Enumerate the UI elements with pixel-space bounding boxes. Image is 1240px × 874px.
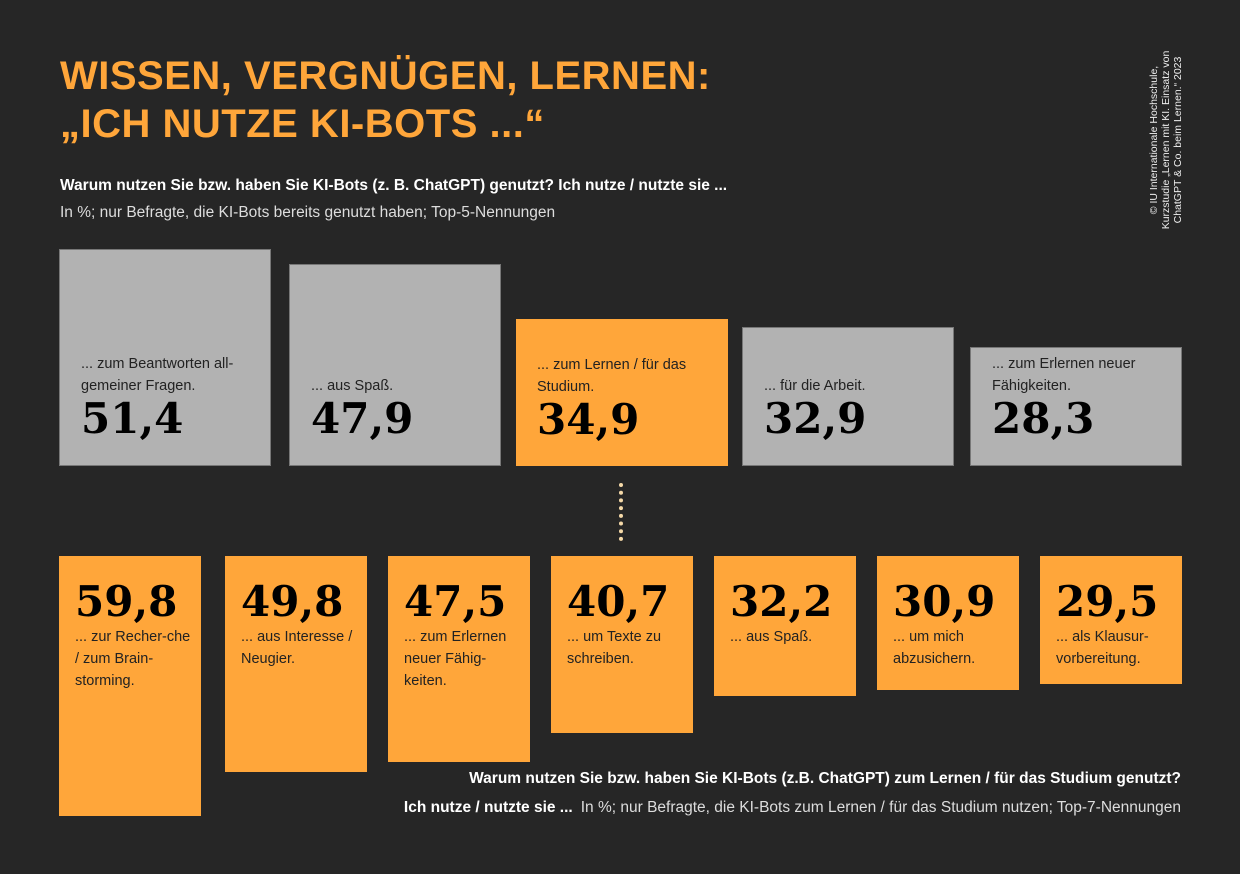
bar-bottom-2: 49,8... aus Interesse / Neugier.	[225, 556, 367, 773]
bar-value: 40,7	[567, 577, 670, 626]
bar-label: ... um mich abzusichern.	[893, 629, 976, 667]
bar-bottom-3: 47,5... zum Erlernen neuer Fähig-keiten.	[388, 556, 530, 763]
bar-value: 59,8	[75, 577, 178, 626]
bar-label: ... für die Arbeit.	[764, 377, 866, 394]
bar-label: ... zum Lernen / für das Studium.	[537, 356, 687, 395]
bar-value: 30,9	[893, 577, 996, 626]
title-line-1: WISSEN, VERGNÜGEN, LERNEN:	[60, 54, 711, 98]
page-title: WISSEN, VERGNÜGEN, LERNEN: „ICH NUTZE KI…	[60, 52, 711, 148]
bar-label: ... aus Spaß.	[730, 629, 813, 645]
bar-top-1: ... zum Beantworten all-gemeiner Fragen.…	[59, 249, 271, 466]
bar-value: 32,9	[764, 393, 867, 443]
bar-bottom-5: 32,2 ... aus Spaß.	[714, 556, 856, 696]
bar-label: ... zum Beantworten all-gemeiner Fragen.	[81, 355, 234, 394]
bar-top-3: ... zum Lernen / für das Studium. 34,9	[516, 318, 728, 466]
bar-value: 32,2	[730, 577, 833, 626]
bottom-question: Warum nutzen Sie bzw. haben Sie KI-Bots …	[469, 770, 1181, 787]
bar-bottom-4: 40,7... um Texte zu schreiben.	[551, 556, 693, 733]
subtitle: In %; nur Befragte, die KI-Bots bereits …	[60, 204, 556, 221]
bar-bottom-1: 59,8... zur Recher-che / zum Brain-storm…	[59, 556, 201, 816]
bottom-subtitle-bold: Ich nutze / nutzte sie ...	[403, 799, 573, 816]
bar-value: 49,8	[241, 577, 344, 626]
credit: © IU Internationale Hochschule, Kurzstud…	[1148, 50, 1184, 230]
bar-label: ... zum Erlernen neuer Fähigkeiten.	[992, 355, 1136, 394]
bar-label: ... aus Interesse / Neugier.	[241, 629, 353, 667]
bar-label: ... als Klausur-vorbereitung.	[1056, 629, 1149, 667]
bar-label: ... um Texte zu schreiben.	[567, 629, 662, 667]
bar-label: ... aus Spaß.	[311, 377, 394, 394]
bar-bottom-6: 30,9... um mich abzusichern.	[877, 556, 1019, 691]
bar-value: 47,9	[311, 393, 414, 443]
bar-value: 28,3	[992, 393, 1095, 443]
bar-label: ... zur Recher-che / zum Brain-storming.	[75, 629, 191, 689]
bar-value: 34,9	[537, 394, 640, 444]
bar-top-4: ... für die Arbeit. 32,9	[742, 327, 954, 466]
question: Warum nutzen Sie bzw. haben Sie KI-Bots …	[60, 177, 728, 194]
bar-value: 51,4	[81, 393, 184, 443]
bar-label: ... zum Erlernen neuer Fähig-keiten.	[404, 629, 507, 689]
bar-top-5: ... zum Erlernen neuer Fähigkeiten. 28,3	[970, 346, 1182, 466]
bottom-subtitle: Ich nutze / nutzte sie ... In %; nur Befr…	[404, 799, 1181, 817]
bar-top-2: ... aus Spaß. 47,9	[289, 263, 501, 466]
bar-value: 47,5	[404, 577, 507, 626]
bar-bottom-7: 29,5... als Klausur-vorbereitung.	[1040, 556, 1182, 685]
title-line-2: „ICH NUTZE KI-BOTS ...“	[60, 102, 545, 146]
connector-dotted-line	[619, 483, 623, 541]
bar-value: 29,5	[1056, 577, 1159, 626]
bottom-subtitle-regular: In %; nur Befragte, die KI-Bots zum Lern…	[580, 799, 1181, 816]
